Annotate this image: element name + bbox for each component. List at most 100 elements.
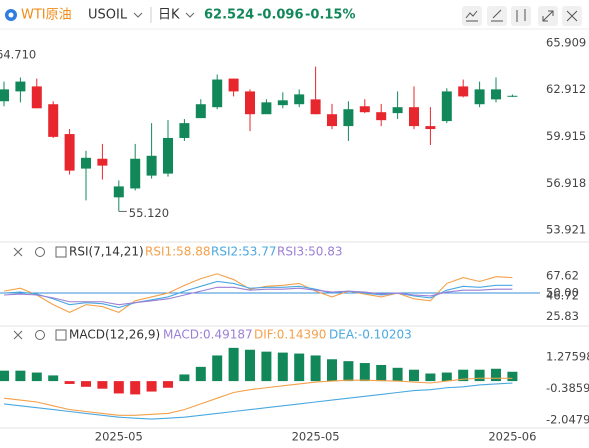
macd-bar [458,369,469,382]
candle-body [81,157,91,169]
dropdown-arrow[interactable] [133,12,143,18]
y-tick-label: 25.83 [546,309,579,323]
toggle-icon[interactable] [55,329,67,341]
macd-bar [261,351,272,382]
candle-body [130,158,141,189]
legend-entry: RSI2:53.77 [211,245,277,259]
dropdown-arrow[interactable] [185,12,195,18]
candle-body [376,112,387,121]
symbol-name[interactable]: WTI原油 [21,8,72,23]
high-label: 64.710 [0,48,36,62]
tool-button[interactable] [487,6,507,26]
price: 62.524 [204,8,254,23]
y-tick-label: 59.915 [546,129,586,143]
tool-icon [566,10,578,22]
tool-button[interactable] [462,6,482,26]
macd-bar [507,371,518,382]
candle-body [458,86,469,97]
candle-body [15,81,26,92]
macd-bar [212,355,223,382]
macd-bar [392,367,403,382]
macd-bar [343,361,354,382]
y-tick-label: 56.918 [546,176,586,190]
candle-body [474,89,485,105]
macd-bar [31,372,42,382]
y-tick-label: 1.27598 [546,349,589,363]
candle-body [441,91,452,122]
candle-body [425,126,436,130]
y-tick-label: 53.921 [546,223,586,237]
candle-body [507,95,518,97]
candle-body [491,89,501,100]
symbol-code[interactable]: USOIL [88,8,128,23]
legend-entry: RSI1:58.88 [145,245,211,259]
tool-icon [542,10,554,22]
macd-bar [425,373,436,382]
candle-body [245,91,255,115]
tool-button[interactable] [511,6,531,26]
candle-body [261,102,272,115]
macd-bar [327,359,337,382]
close-icon[interactable] [13,330,23,340]
macd-bar [245,349,255,382]
candle-body [359,106,370,113]
macd-bar [195,366,206,382]
settings-icon[interactable] [35,247,45,257]
toggle-icon[interactable] [55,246,67,258]
y-tick-label: 65.909 [546,35,586,49]
candle-body [277,100,288,106]
macd-bar [48,375,59,382]
period[interactable]: 日K [158,8,180,23]
candle-body [228,78,239,92]
macd-bar [64,381,75,384]
macd-bar [179,374,190,382]
tool-icon [465,10,478,22]
macd-bar [15,370,26,382]
macd-bar [0,370,9,382]
rsi-line [3,280,513,309]
candle-body [294,94,305,105]
candle-body [212,79,223,108]
tool-icon [491,9,503,22]
candle-body [409,107,419,127]
candle-body [31,86,42,109]
candle-body [195,104,206,119]
logo-dot [8,12,14,18]
macd-bar [81,381,91,387]
macd-bar [474,369,485,382]
macd-bar [97,381,108,389]
y-tick-label: 67.62 [546,269,579,283]
rsi-line [3,286,513,306]
settings-icon[interactable] [35,330,45,340]
change: -0.096 [257,8,304,23]
candle-body [0,89,9,102]
macd-line [3,382,513,420]
toolbar [462,6,582,26]
candle-body [310,99,321,115]
panel-icons [13,246,67,341]
indicator-title: MACD(12,26,9) [69,328,160,342]
macd-bar [491,368,501,382]
legend-entry: DEA:-0.10203 [329,328,412,342]
candle-body [146,155,157,176]
macd-bar [376,364,387,382]
macd-bar [113,381,124,394]
y-tick-label: -0.38598 [546,381,589,395]
y-tick-label: 46.72 [546,289,579,303]
macd-bar [441,372,452,382]
change-pct: -0.15% [305,8,356,23]
candle-body [64,134,75,171]
candle-body [113,186,124,198]
macd-line [3,377,513,416]
macd-bar [310,355,321,382]
legend-entry: DIF:0.14390 [254,328,326,342]
macd-bar [163,381,173,388]
y-tick-label: 62.912 [546,82,586,96]
macd-bar [277,352,288,382]
macd-bar [146,381,157,392]
legend-entry: RSI3:50.83 [277,245,343,259]
x-tick-label: 2025-05 [292,430,340,444]
close-icon[interactable] [13,247,23,257]
macd-bar [294,353,305,382]
